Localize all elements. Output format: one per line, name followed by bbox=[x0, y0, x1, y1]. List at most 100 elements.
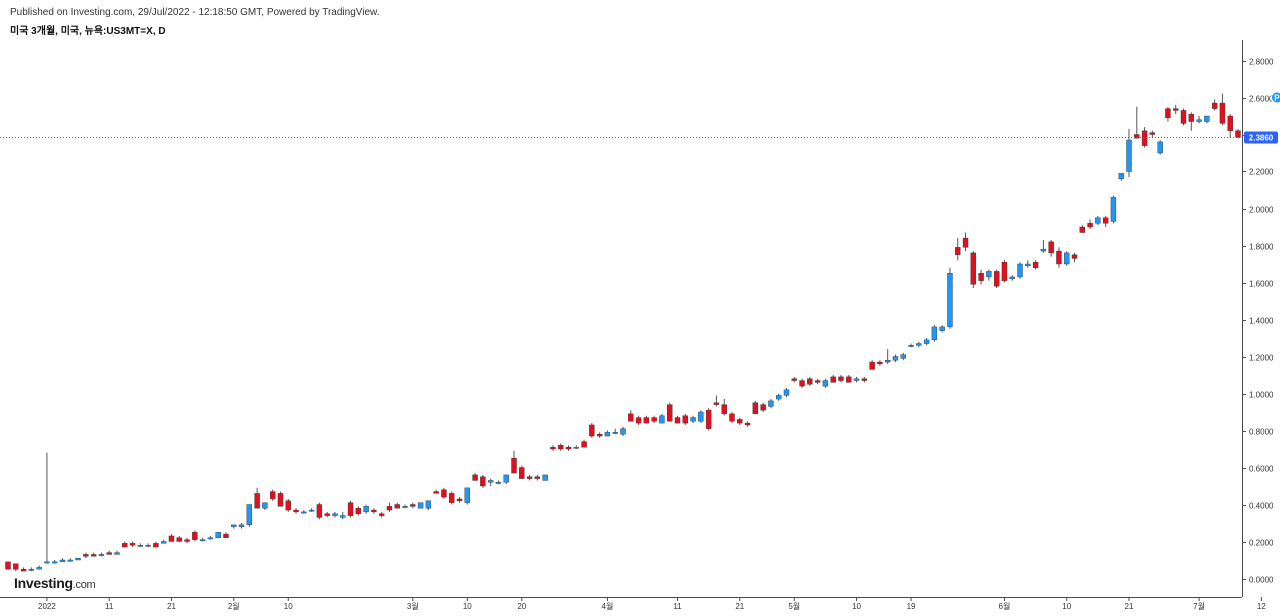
candle-body bbox=[526, 476, 533, 479]
x-tick-label: 4월 bbox=[602, 601, 614, 611]
candle bbox=[308, 508, 315, 512]
candle-body bbox=[1064, 252, 1070, 265]
candle bbox=[822, 378, 829, 388]
candle-body bbox=[986, 271, 992, 278]
candle-body bbox=[487, 480, 494, 483]
candle-body bbox=[690, 417, 696, 422]
candle-body bbox=[1009, 276, 1015, 280]
candle bbox=[760, 402, 766, 412]
candle bbox=[1017, 262, 1023, 279]
candle bbox=[955, 238, 961, 261]
candle bbox=[425, 500, 432, 511]
candle bbox=[52, 560, 58, 564]
candle bbox=[884, 349, 891, 364]
y-tick-label: 2.2000 bbox=[1249, 168, 1274, 177]
candle bbox=[1064, 251, 1070, 266]
candle-body bbox=[207, 537, 214, 540]
candle bbox=[970, 251, 977, 289]
x-tick-label: 12 bbox=[1257, 602, 1266, 611]
candle-body bbox=[176, 537, 182, 542]
x-tick-label: 2월 bbox=[228, 601, 240, 611]
candle bbox=[59, 558, 66, 563]
candle-body bbox=[775, 395, 782, 400]
candle bbox=[1102, 215, 1109, 227]
candle bbox=[340, 511, 346, 520]
candle bbox=[83, 552, 89, 559]
candle bbox=[869, 360, 875, 370]
candle bbox=[456, 497, 463, 503]
candle-body bbox=[596, 434, 603, 437]
candle bbox=[565, 445, 572, 451]
candle-body bbox=[978, 273, 984, 281]
candle bbox=[962, 232, 969, 252]
candle bbox=[378, 511, 385, 518]
candle-body bbox=[550, 446, 556, 450]
candle bbox=[1040, 239, 1047, 253]
candle bbox=[114, 550, 120, 555]
candle bbox=[846, 375, 852, 383]
candle-body bbox=[425, 500, 432, 509]
candle bbox=[721, 399, 727, 416]
candle bbox=[853, 376, 860, 383]
candle bbox=[1048, 239, 1054, 257]
candle-body bbox=[394, 504, 400, 509]
candle-body bbox=[1141, 130, 1148, 146]
candle-body bbox=[456, 498, 463, 502]
candle bbox=[207, 535, 214, 540]
candle bbox=[596, 432, 603, 438]
candle-body bbox=[441, 489, 447, 498]
candle-body bbox=[75, 557, 81, 561]
candle bbox=[223, 532, 229, 538]
candle-body bbox=[939, 326, 945, 331]
candle bbox=[807, 376, 813, 387]
candle-body bbox=[277, 493, 284, 507]
candle bbox=[1001, 260, 1008, 283]
candle-body bbox=[659, 415, 665, 424]
x-tick-label: 3월 bbox=[407, 601, 419, 611]
published-info: Published on Investing.com, 29/Jul/2022 … bbox=[10, 7, 380, 18]
candle-body bbox=[814, 380, 821, 383]
candle-body bbox=[90, 554, 97, 557]
candle-body bbox=[729, 413, 735, 422]
y-tick-label: 2.6000 bbox=[1249, 95, 1274, 104]
candle-body bbox=[752, 402, 759, 415]
candle bbox=[1009, 275, 1015, 281]
candle-body bbox=[308, 509, 315, 512]
candle-body bbox=[223, 533, 229, 538]
candle-body bbox=[698, 411, 704, 422]
candle-body bbox=[67, 559, 73, 562]
candle bbox=[1087, 219, 1093, 229]
candle-body bbox=[1126, 139, 1132, 172]
candle bbox=[908, 343, 914, 348]
candle-body bbox=[153, 543, 159, 548]
candle-body bbox=[238, 524, 245, 527]
candle bbox=[628, 410, 634, 422]
candle bbox=[744, 421, 751, 427]
candle bbox=[931, 325, 938, 342]
candle-body bbox=[1204, 115, 1210, 122]
candle bbox=[713, 395, 720, 407]
candle-body bbox=[114, 552, 120, 555]
candle bbox=[168, 534, 175, 542]
candle-body bbox=[737, 419, 743, 424]
candle bbox=[67, 558, 73, 562]
candle bbox=[5, 561, 11, 570]
candle-body bbox=[923, 339, 930, 344]
candle bbox=[986, 269, 992, 281]
candle-body bbox=[931, 326, 938, 341]
candle bbox=[783, 387, 790, 398]
candle-body bbox=[402, 506, 408, 508]
candle bbox=[231, 524, 237, 529]
investing-logo[interactable]: Investing.com bbox=[14, 575, 96, 591]
candle bbox=[526, 474, 533, 481]
y-tick-label: 1.8000 bbox=[1249, 243, 1274, 252]
candle bbox=[612, 428, 618, 435]
candle-body bbox=[254, 493, 260, 509]
candle-body bbox=[861, 378, 868, 381]
candle-body bbox=[830, 376, 836, 383]
candle bbox=[729, 412, 735, 424]
candle-body bbox=[355, 508, 362, 514]
y-tick-label: 1.0000 bbox=[1249, 391, 1274, 400]
candle-body bbox=[682, 415, 688, 424]
candle-body bbox=[324, 513, 330, 516]
